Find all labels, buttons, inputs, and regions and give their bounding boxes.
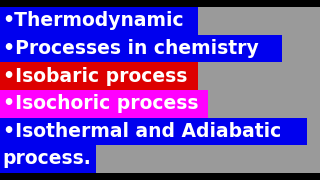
FancyBboxPatch shape xyxy=(0,35,282,62)
FancyBboxPatch shape xyxy=(0,145,96,173)
Text: •Isobaric process: •Isobaric process xyxy=(3,67,187,86)
Text: •Isochoric process: •Isochoric process xyxy=(3,94,198,113)
Bar xyxy=(0,0,320,7)
Text: •Thermodynamic: •Thermodynamic xyxy=(3,12,184,30)
FancyBboxPatch shape xyxy=(0,90,208,118)
Bar xyxy=(0,173,320,180)
FancyBboxPatch shape xyxy=(0,7,198,35)
FancyBboxPatch shape xyxy=(0,62,198,90)
Text: process.: process. xyxy=(3,150,91,168)
Text: •Processes in chemistry: •Processes in chemistry xyxy=(3,39,258,58)
Text: •Isothermal and Adiabatic: •Isothermal and Adiabatic xyxy=(3,122,281,141)
FancyBboxPatch shape xyxy=(0,118,307,145)
